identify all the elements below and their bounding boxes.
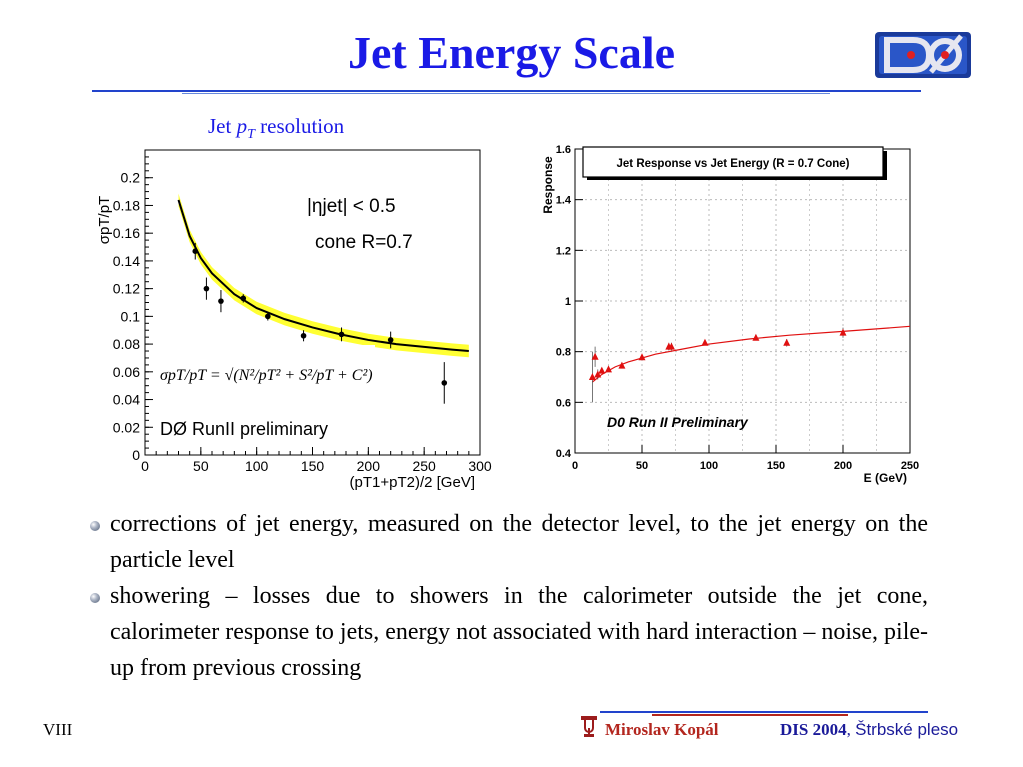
y-tick-label: 0.1 bbox=[121, 308, 141, 324]
data-point bbox=[441, 380, 448, 386]
footer-rule bbox=[600, 711, 928, 713]
bullet-item: showering – losses due to showers in the… bbox=[90, 578, 928, 686]
x-axis-label: E (GeV) bbox=[864, 471, 907, 485]
author-name: Miroslav Kopál bbox=[605, 720, 719, 739]
bullet-item: corrections of jet energy, measured on t… bbox=[90, 506, 928, 578]
x-tick-label: 200 bbox=[357, 458, 381, 474]
response-chart: 0 50 100 150 200 250 0.4 0.6 0.8 1 1.2 1.4 1.6 Jet R… bbox=[541, 144, 919, 485]
x-tick-label: 250 bbox=[412, 458, 436, 474]
y-axis-label: Response bbox=[541, 156, 555, 214]
fit-curve bbox=[592, 325, 911, 383]
fit-formula: σpT/pT = √(N²/pT² + S²/pT + C²) bbox=[160, 367, 373, 384]
resolution-heading-sub: T bbox=[247, 127, 255, 143]
data-point bbox=[203, 285, 210, 292]
y-tick-label: 0.2 bbox=[121, 170, 141, 186]
x-tick-label: 50 bbox=[636, 460, 648, 472]
data-point bbox=[218, 298, 224, 304]
conference-place: Štrbské pleso bbox=[855, 720, 959, 739]
conference-info: DIS 2004, Štrbské pleso bbox=[780, 720, 958, 740]
y-tick-label: 1 bbox=[565, 296, 571, 308]
y-tick-label: 0.14 bbox=[113, 253, 140, 269]
footer-rule-accent bbox=[652, 714, 848, 716]
bullet-dot-icon bbox=[90, 593, 100, 603]
chart-title-shadow-bottom bbox=[587, 177, 887, 180]
x-tick-label: 50 bbox=[193, 458, 209, 474]
resolution-chart: 0 50 100 150 200 250 300 0 0.02 0.04 0.06 0.08 0.1 0.… bbox=[96, 149, 492, 491]
y-tick-label: 0.16 bbox=[113, 225, 140, 241]
x-tick-label: 0 bbox=[572, 460, 578, 472]
y-tick-label: 0.06 bbox=[113, 364, 140, 380]
data-point bbox=[839, 328, 847, 336]
y-tick-label: 0.8 bbox=[556, 347, 571, 359]
data-point bbox=[752, 333, 760, 341]
x-tick-label: 300 bbox=[468, 458, 492, 474]
data-point bbox=[594, 370, 602, 378]
formula-box bbox=[155, 345, 375, 445]
y-tick-label: 0.4 bbox=[556, 448, 572, 460]
conference-sep: , bbox=[846, 720, 856, 739]
y-tick-label: 0.08 bbox=[113, 336, 140, 352]
data-point bbox=[598, 366, 606, 374]
fit-curve bbox=[177, 199, 469, 353]
data-point bbox=[618, 361, 626, 369]
annotation-preliminary: DØ RunII preliminary bbox=[160, 419, 328, 439]
ou-logo-icon bbox=[581, 716, 597, 737]
annotation-preliminary: D0 Run II Preliminary bbox=[607, 414, 749, 430]
x-tick-label: 200 bbox=[834, 460, 852, 472]
x-tick-label: 150 bbox=[301, 458, 325, 474]
bullet-text: corrections of jet energy, measured on t… bbox=[110, 511, 928, 573]
data-point bbox=[192, 248, 199, 255]
d0-experiment-logo-icon bbox=[875, 32, 971, 78]
data-point bbox=[701, 338, 709, 346]
y-axis-label: σpT/pT bbox=[96, 196, 113, 244]
y-tick-label: 1.6 bbox=[556, 144, 571, 156]
annotation-cone: cone R=0.7 bbox=[315, 232, 413, 253]
x-tick-label: 250 bbox=[901, 460, 919, 472]
x-tick-label: 100 bbox=[700, 460, 718, 472]
data-point bbox=[387, 337, 394, 343]
data-point bbox=[588, 373, 596, 380]
y-tick-label: 0.6 bbox=[556, 397, 571, 409]
data-point bbox=[240, 295, 247, 302]
data-point bbox=[667, 342, 675, 350]
data-point bbox=[300, 332, 307, 339]
data-point bbox=[638, 353, 646, 361]
y-tick-label: 0.04 bbox=[113, 392, 140, 408]
data-point bbox=[591, 352, 599, 360]
data-point bbox=[265, 313, 271, 320]
conference-name: DIS 2004 bbox=[780, 720, 847, 739]
bullet-list: corrections of jet energy, measured on t… bbox=[90, 506, 928, 686]
data-point bbox=[783, 338, 791, 346]
data-point bbox=[605, 365, 612, 373]
x-tick-label: 150 bbox=[767, 460, 785, 472]
y-tick-label: 1.2 bbox=[556, 245, 571, 257]
title-rule-short bbox=[182, 93, 830, 94]
y-tick-label: 0.02 bbox=[113, 419, 140, 435]
title-rule bbox=[92, 90, 921, 92]
resolution-heading-var: p bbox=[236, 114, 248, 138]
annotation-eta-cut: |ηjet| < 0.5 bbox=[307, 196, 396, 217]
bullet-text: showering – losses due to showers in the… bbox=[110, 583, 928, 681]
slide-number: VIII bbox=[43, 720, 73, 739]
x-axis-label: (pT1+pT2)/2 [GeV] bbox=[350, 474, 475, 491]
chart-title-shadow bbox=[883, 151, 887, 179]
y-tick-label: 0 bbox=[132, 447, 140, 463]
x-tick-label: 100 bbox=[245, 458, 269, 474]
data-point bbox=[338, 331, 345, 338]
bullet-dot-icon bbox=[90, 521, 100, 531]
resolution-heading-suffix: resolution bbox=[254, 114, 345, 138]
y-tick-label: 0.12 bbox=[113, 281, 140, 297]
resolution-heading: Jet pT resolution bbox=[208, 114, 344, 143]
y-tick-label: 0.18 bbox=[113, 197, 140, 213]
chart-title: Jet Response vs Jet Energy (R = 0.7 Cone… bbox=[617, 158, 850, 170]
fit-uncertainty-band bbox=[178, 193, 469, 358]
slide-title: Jet Energy Scale bbox=[347, 27, 676, 78]
x-tick-label: 0 bbox=[141, 458, 149, 474]
y-tick-label: 1.4 bbox=[556, 195, 572, 207]
resolution-heading-prefix: Jet bbox=[208, 114, 237, 138]
